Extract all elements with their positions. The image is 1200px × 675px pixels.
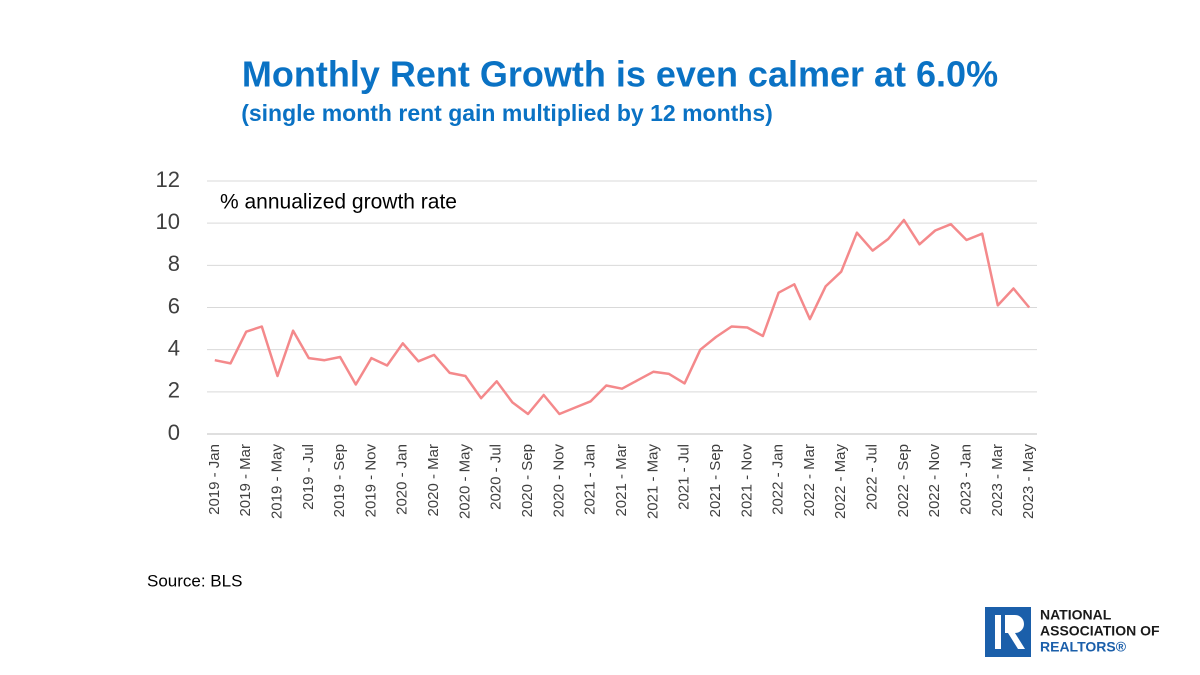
x-tick-label: 2022 - May [832, 444, 849, 520]
x-tick-label: 2019 - Mar [237, 444, 254, 517]
y-tick-label: 4 [168, 335, 180, 360]
y-tick-label: 6 [168, 293, 180, 318]
annotation: % annualized growth rate [220, 191, 457, 214]
x-tick-label: 2022 - Jul [864, 444, 881, 510]
logo-r [1005, 615, 1025, 649]
x-tick-label: 2019 - Sep [331, 444, 348, 517]
y-tick-label: 12 [156, 167, 180, 192]
x-tick-label: 2022 - Sep [895, 444, 912, 517]
source: Source: BLS [147, 571, 242, 590]
x-tick-label: 2020 - Jan [394, 444, 411, 515]
x-tick-label: 2022 - Jan [770, 444, 787, 515]
x-tick-label: 2023 - Jan [957, 444, 974, 515]
chart-subtitle: (single month rent gain multiplied by 12… [241, 100, 773, 126]
x-tick-label: 2021 - Nov [738, 444, 755, 518]
logo-text: ASSOCIATION OF [1040, 623, 1160, 639]
x-tick-label: 2021 - Sep [707, 444, 724, 517]
chart-title: Monthly Rent Growth is even calmer at 6.… [242, 54, 998, 95]
x-tick-label: 2020 - Sep [519, 444, 536, 517]
x-tick-label: 2023 - Mar [989, 444, 1006, 517]
series-line [214, 218, 1031, 416]
x-tick-label: 2020 - Jul [488, 444, 505, 510]
x-tick-label: 2020 - Mar [425, 444, 442, 517]
logo-text: REALTORS® [1040, 639, 1127, 655]
logo-bar [995, 615, 1001, 649]
logo-text: NATIONAL [1040, 607, 1112, 623]
x-tick-label: 2021 - Mar [613, 444, 630, 517]
x-tick-label: 2020 - May [456, 444, 473, 520]
x-tick-label: 2020 - Nov [550, 444, 567, 518]
x-tick-label: 2019 - Nov [362, 444, 379, 518]
x-tick-label: 2019 - May [268, 444, 285, 520]
y-tick-label: 0 [168, 420, 180, 445]
x-tick-label: 2023 - May [1020, 444, 1037, 520]
x-tick-label: 2022 - Nov [926, 444, 943, 518]
x-tick-label: 2021 - Jan [582, 444, 599, 515]
y-tick-label: 8 [168, 251, 180, 276]
logo: NATIONAL ASSOCIATION OF REALTORS® [985, 607, 1160, 657]
x-tick-label: 2021 - Jul [676, 444, 693, 510]
y-tick-label: 2 [168, 378, 180, 403]
x-tick-label: 2022 - Mar [801, 444, 818, 517]
x-tick-label: 2019 - Jan [206, 444, 223, 515]
x-tick-label: 2019 - Jul [300, 444, 317, 510]
y-tick-label: 10 [156, 209, 180, 234]
x-tick-label: 2021 - May [644, 444, 661, 520]
